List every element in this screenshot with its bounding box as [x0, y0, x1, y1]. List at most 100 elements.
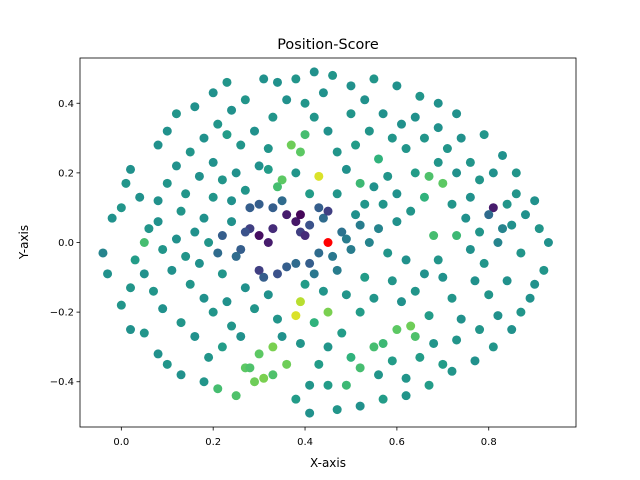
scatter-point: [227, 217, 237, 227]
scatter-point: [103, 269, 113, 279]
scatter-point: [355, 307, 365, 317]
scatter-point: [199, 293, 209, 303]
scatter-point: [465, 244, 475, 254]
scatter-point: [139, 269, 149, 279]
scatter-point: [217, 231, 227, 241]
scatter-point: [383, 171, 393, 181]
scatter-point: [116, 300, 126, 310]
x-tick-label: 0.2: [205, 437, 221, 448]
scatter-point: [231, 391, 241, 401]
scatter-point: [254, 265, 264, 275]
x-axis-label: X-axis: [310, 456, 346, 470]
scatter-point: [162, 126, 172, 136]
scatter-point: [208, 157, 218, 167]
scatter-point: [268, 224, 278, 234]
scatter-point: [153, 217, 163, 227]
scatter-point: [465, 157, 475, 167]
scatter-point: [318, 88, 328, 98]
scatter-point: [396, 297, 406, 307]
x-tick-label: 0.4: [297, 437, 313, 448]
scatter-point: [332, 265, 342, 275]
scatter-point: [498, 150, 508, 160]
scatter-point: [456, 314, 466, 324]
scatter-point: [213, 119, 223, 129]
scatter-point: [355, 363, 365, 373]
scatter-point: [452, 168, 462, 178]
y-tick-label: 0.4: [58, 99, 74, 110]
scatter-point: [272, 314, 282, 324]
scatter-point: [213, 384, 223, 394]
scatter-point: [392, 189, 402, 199]
scatter-point: [314, 248, 324, 258]
scatter-point: [295, 297, 305, 307]
scatter-point: [291, 217, 301, 227]
scatter-point: [259, 272, 269, 282]
scatter-point: [263, 164, 273, 174]
y-tick-label: 0.2: [58, 168, 74, 179]
scatter-point: [263, 144, 273, 154]
scatter-point: [341, 380, 351, 390]
scatter-point: [268, 112, 278, 122]
scatter-point: [190, 227, 200, 237]
scatter-point: [378, 109, 388, 119]
scatter-point: [433, 255, 443, 265]
y-tick-label: −0.4: [50, 377, 74, 388]
scatter-point: [378, 338, 388, 348]
scatter-point: [208, 192, 218, 202]
scatter-point: [456, 133, 466, 143]
scatter-point: [305, 220, 315, 230]
scatter-point: [139, 328, 149, 338]
scatter-point: [162, 178, 172, 188]
scatter-point: [341, 234, 351, 244]
scatter-point: [139, 238, 149, 247]
scatter-point: [406, 321, 416, 331]
scatter-point: [158, 244, 168, 254]
scatter-point: [240, 95, 250, 105]
scatter-point: [378, 394, 388, 404]
scatter-point: [171, 234, 181, 244]
scatter-point: [369, 342, 379, 352]
y-axis-ticks: −0.4 −0.2 0.0 0.2 0.4: [50, 99, 80, 388]
scatter-point: [419, 133, 429, 143]
scatter-point: [488, 203, 498, 213]
scatter-point: [204, 352, 214, 362]
scatter-point: [410, 286, 420, 296]
scatter-point: [282, 262, 292, 272]
scatter-point: [323, 126, 333, 136]
scatter-point: [369, 293, 379, 303]
scatter-point: [126, 325, 136, 335]
scatter-point: [231, 251, 241, 261]
scatter-point: [332, 147, 342, 157]
scatter-point: [148, 286, 158, 296]
scatter-point: [204, 238, 214, 247]
scatter-point: [410, 168, 420, 178]
scatter-point: [185, 279, 195, 289]
scatter-point: [171, 161, 181, 171]
scatter-point: [369, 182, 379, 192]
scatter-point: [530, 196, 540, 206]
scatter-point: [465, 192, 475, 202]
scatter-point: [227, 105, 237, 115]
scatter-point: [346, 81, 356, 91]
scatter-point: [268, 203, 278, 213]
scatter-point: [351, 140, 361, 150]
scatter-point: [236, 244, 246, 254]
scatter-point: [98, 248, 108, 258]
scatter-point: [337, 328, 347, 338]
scatter-point: [419, 192, 429, 202]
scatter-point: [507, 325, 517, 335]
scatter-point: [176, 206, 186, 216]
scatter-point: [153, 349, 163, 359]
scatter-point: [424, 380, 434, 390]
scatter-point: [250, 304, 260, 314]
scatter-point: [291, 74, 301, 84]
scatter-point: [493, 238, 503, 247]
scatter-point: [314, 171, 324, 181]
scatter-point: [355, 178, 365, 188]
scatter-point: [433, 123, 443, 133]
scatter-point: [194, 258, 204, 268]
scatter-point: [452, 231, 462, 241]
scatter-point: [461, 213, 471, 223]
scatter-point: [130, 255, 140, 265]
